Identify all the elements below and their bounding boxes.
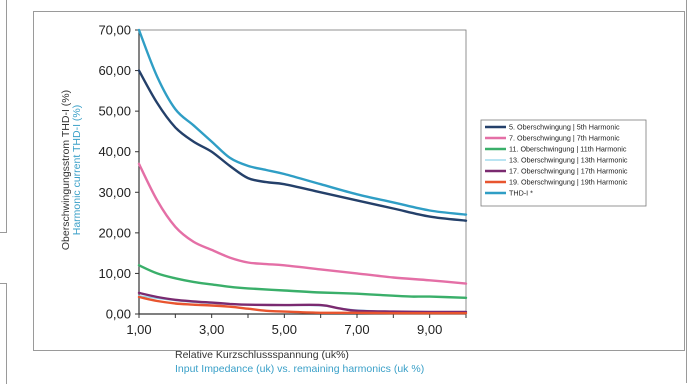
legend: 5. Oberschwingung | 5th Harmonic 7. Obers… <box>480 119 647 207</box>
axes <box>138 29 467 315</box>
series-lines <box>137 28 468 315</box>
series-line-3 <box>137 264 468 299</box>
y-tick-label: 20,00 <box>98 225 131 240</box>
y-tick-labels: 0,00 10,00 20,00 30,00 40,00 50,00 60,00 70,00 <box>98 23 139 322</box>
y-tick-label: 0,00 <box>106 307 131 322</box>
y-tick-label: 30,00 <box>98 185 131 200</box>
x-tick-label: 3,00 <box>199 322 224 337</box>
legend-label: THD-I * <box>509 189 533 198</box>
legend-box <box>480 119 647 207</box>
series-line-7 <box>137 28 468 216</box>
legend-label: 11. Oberschwingung | 11th Harmonic <box>509 145 627 154</box>
chart-frame <box>33 11 685 351</box>
legend-label: 13. Oberschwingung | 13th Harmonic <box>509 156 628 165</box>
legend-label: 19. Oberschwingung | 19th Harmonic <box>509 178 628 187</box>
plot-area <box>138 29 467 315</box>
x-axis-title-secondary: Input Impedance (uk) vs. remaining harmo… <box>175 363 424 375</box>
y-axis-title-secondary: Harmonic current THD-I (%) <box>71 105 83 236</box>
y-axis-title: Oberschwingungsstrom THD-I (%) <box>60 90 72 250</box>
neighbor-panel-edge <box>0 0 7 233</box>
y-tick-label: 50,00 <box>98 104 131 119</box>
y-tick-label: 40,00 <box>98 144 131 159</box>
series-line-2 <box>137 162 468 285</box>
series-line-1 <box>137 69 468 222</box>
legend-label: 5. Oberschwingung | 5th Harmonic <box>509 123 620 132</box>
x-tick-labels: 1,00 3,00 5,00 7,00 9,00 <box>126 314 467 337</box>
y-tick-label: 70,00 <box>98 23 131 38</box>
series-line-5 <box>137 291 468 314</box>
x-tick-label: 7,00 <box>344 322 369 337</box>
x-tick-label: 9,00 <box>417 322 442 337</box>
y-tick-label: 60,00 <box>98 63 131 78</box>
neighbor-panel-edge <box>0 283 7 384</box>
x-tick-label: 5,00 <box>272 322 297 337</box>
x-axis-title: Relative Kurzschlussspannung (uk%) <box>175 349 349 361</box>
legend-label: 7. Oberschwingung | 7th Harmonic <box>509 134 620 143</box>
x-tick-label: 1,00 <box>126 322 151 337</box>
series-line-6 <box>137 295 468 315</box>
legend-label: 17. Oberschwingung | 17th Harmonic <box>509 167 628 176</box>
y-tick-label: 10,00 <box>98 266 131 281</box>
